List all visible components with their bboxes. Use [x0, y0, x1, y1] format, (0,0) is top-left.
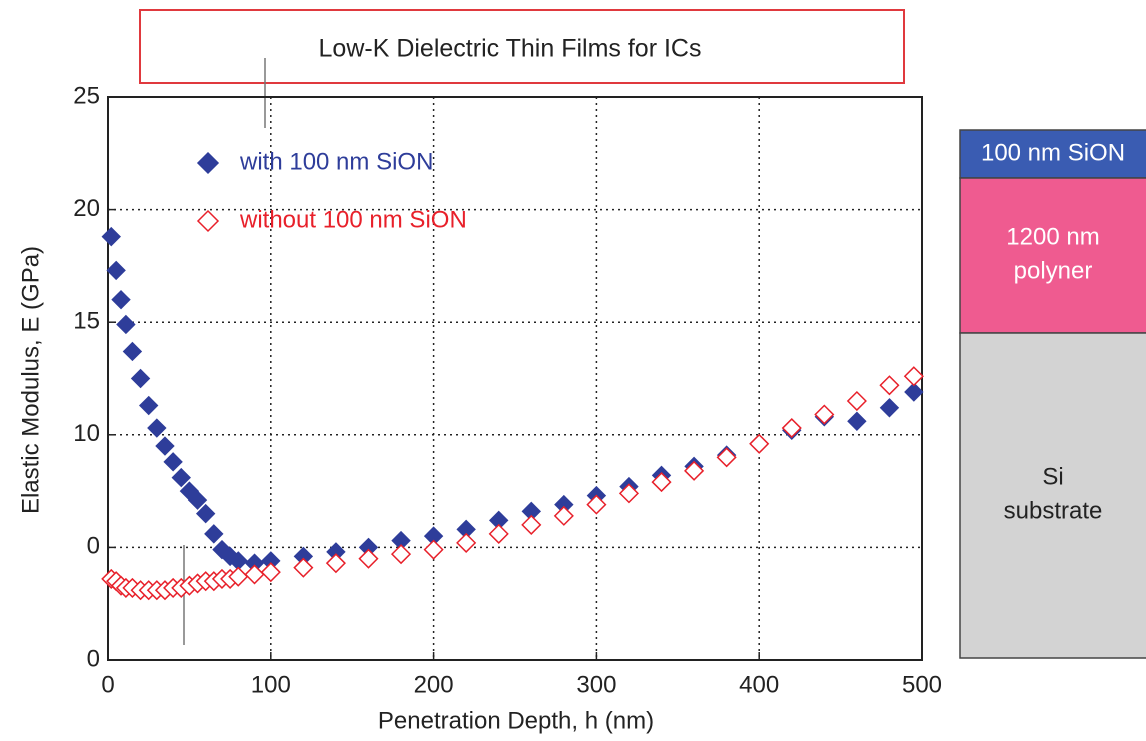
data-point — [147, 418, 167, 438]
data-point — [879, 398, 900, 418]
layer-label: 1200 nm polyner — [1006, 224, 1099, 285]
layer-stack: 100 nm SiON 1200 nm polyner Si substrate — [959, 129, 1146, 659]
data-point — [521, 514, 542, 535]
data-point — [423, 539, 444, 560]
title-box — [139, 9, 905, 84]
data-point — [260, 562, 281, 583]
data-point — [204, 524, 224, 544]
data-point — [846, 390, 867, 412]
y-tick-label: 10 — [73, 420, 100, 447]
data-point — [228, 566, 249, 587]
data-point — [325, 553, 346, 574]
x-axis-label: Penetration Depth, h (nm) — [378, 707, 654, 734]
y-axis-label: Elastic Modulus, E (GPa) — [17, 246, 44, 514]
x-tick-label: 300 — [576, 671, 616, 698]
data-point — [904, 382, 924, 402]
data-point — [903, 366, 924, 387]
data-point — [814, 404, 835, 425]
plot-frame — [107, 96, 923, 661]
x-tick-label: 500 — [902, 671, 942, 698]
y-tick-label: 0 — [87, 533, 100, 560]
data-point — [195, 503, 216, 524]
data-point — [749, 433, 770, 454]
data-point — [116, 314, 136, 335]
layer-box — [959, 177, 1146, 334]
legend-marker — [196, 209, 220, 233]
data-point — [586, 494, 607, 515]
layer-label: Si substrate — [1004, 464, 1103, 525]
data-point — [155, 436, 175, 456]
x-tick-label: 0 — [101, 671, 114, 698]
data-point — [456, 532, 477, 553]
y-tick-label: 15 — [73, 308, 100, 335]
data-point — [781, 417, 802, 439]
data-point — [130, 368, 151, 389]
x-tick-label: 200 — [414, 671, 454, 698]
legend-label: with 100 nm SiON — [239, 148, 433, 175]
data-point — [106, 260, 126, 281]
y-tick-label: 20 — [73, 195, 100, 222]
data-point — [390, 544, 412, 565]
data-point — [879, 375, 900, 396]
data-point — [138, 395, 159, 416]
y-tick-label: 0 — [87, 645, 100, 672]
data-point — [163, 452, 183, 472]
layer-box — [959, 332, 1146, 659]
data-point — [684, 460, 705, 481]
data-point — [358, 548, 379, 569]
data-point — [244, 564, 265, 585]
data-point — [716, 447, 737, 468]
data-point — [122, 341, 143, 362]
chart-title: Low-K Dielectric Thin Films for ICs — [319, 35, 702, 63]
data-point — [111, 289, 131, 310]
x-tick-label: 100 — [251, 671, 291, 698]
legend-label: without 100 nm SiON — [239, 206, 467, 233]
data-point — [618, 483, 640, 504]
data-point — [101, 226, 121, 247]
y-tick-label: 25 — [73, 82, 100, 109]
data-point — [187, 490, 208, 510]
layer-label: 100 nm SiON — [981, 139, 1125, 166]
data-point — [847, 411, 867, 431]
x-tick-label: 400 — [739, 671, 779, 698]
data-point — [651, 472, 672, 493]
data-point — [553, 505, 574, 526]
data-point — [293, 557, 314, 578]
data-point — [171, 467, 191, 488]
data-point — [488, 523, 509, 544]
legend-marker — [196, 151, 220, 175]
